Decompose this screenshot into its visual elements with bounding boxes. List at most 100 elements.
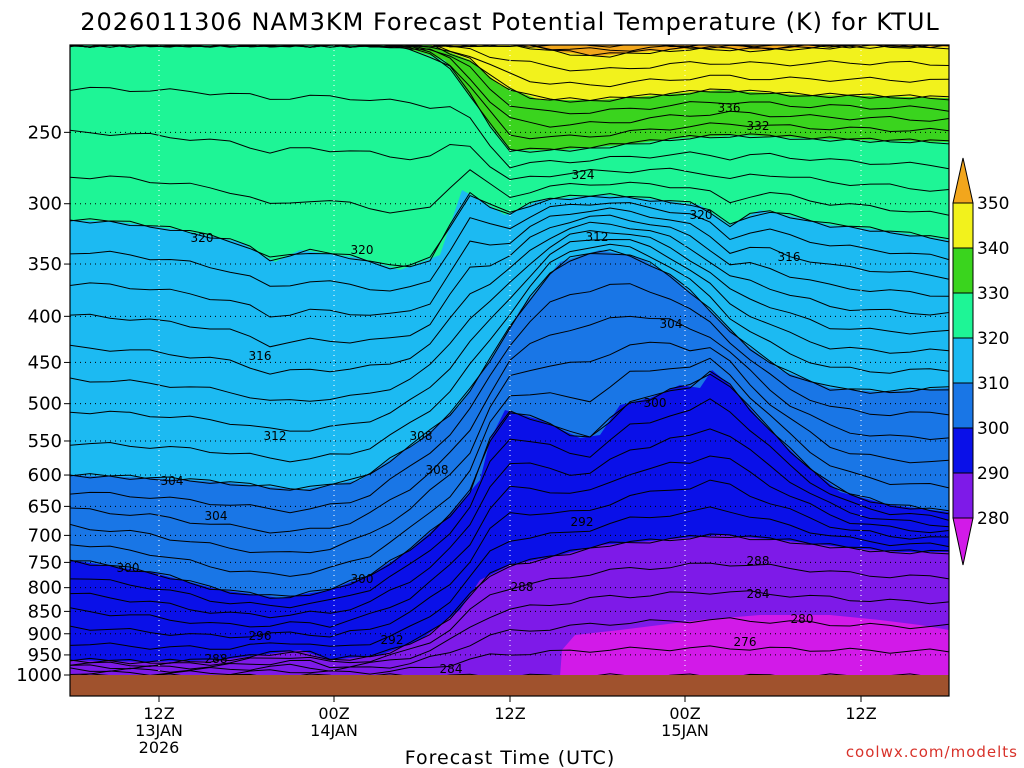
colorbar-bottom-arrow [952,517,974,566]
contour-line-17 [70,194,949,270]
colorbar-segment-6 [952,427,974,474]
contour-line-9 [86,45,949,128]
colorbar-label-320: 320 [977,329,1009,349]
contour-line-31 [70,373,949,599]
colorbar-label-350: 350 [977,194,1009,214]
contour-line-12 [70,45,949,153]
contour-line-19 [70,207,949,318]
contour-line-42 [70,617,949,673]
contour-line-22 [70,230,949,402]
y-tick-label-7: 600 [28,465,62,486]
colorbar-label-280: 280 [977,509,1009,529]
contour-label-15: 304 [205,509,228,523]
contour-line-18 [70,202,949,292]
contour-label-19: 300 [351,572,374,586]
contour-line-7 [70,45,949,102]
contour-line-37 [70,506,949,650]
colorbar-segment-7 [952,472,974,519]
colorbar-segment-2 [952,247,974,294]
contour-label-0: 336 [718,101,741,115]
x-tick-label-3-2: 15JAN [661,721,709,740]
y-axis: 2503003504004505005506006507007508008509… [16,122,70,686]
y-tick-label-15: 1000 [16,665,62,686]
y-tick-label-2: 350 [28,254,62,275]
contour-label-4: 320 [191,231,214,245]
y-tick-label-10: 750 [28,552,62,573]
x-axis-label: Forecast Time (UTC) [405,747,615,768]
contour-line-3 [70,45,949,58]
gridlines [70,45,949,675]
colorbar-label-340: 340 [977,239,1009,259]
colorbar: 350 340 330 320 310 300 290 280 [952,157,1009,566]
ground-surface [70,675,949,696]
contour-line-21 [70,221,949,375]
colorbar-segment-3 [952,292,974,339]
colorbar-label-290: 290 [977,464,1009,484]
colorbar-label-330: 330 [977,284,1009,304]
contour-label-9: 316 [249,349,272,363]
contour-line-13 [70,86,949,170]
y-tick-label-12: 850 [28,601,62,622]
y-tick-label-13: 900 [28,624,62,645]
y-tick-label-3: 400 [28,306,62,327]
band-below-280 [560,615,949,675]
contour-line-5 [70,45,949,88]
contour-label-27: 284 [440,662,463,676]
contour-line-15 [70,169,949,216]
y-tick-label-14: 950 [28,645,62,666]
contour-line-33 [70,398,949,609]
x-tick-label-1-1: 00Z [318,704,349,723]
contour-line-38 [70,534,949,665]
contour-line-41 [70,590,949,670]
contour-line-25 [70,249,949,491]
contour-label-18: 300 [117,561,140,575]
contour-label-14: 308 [426,463,449,477]
contour-line-36 [70,479,949,639]
contour-label-6: 312 [586,230,609,244]
contour-label-23: 276 [734,635,757,649]
contour-label-20: 288 [747,554,770,568]
contour-label-8: 304 [660,317,683,331]
x-tick-label-2-1: 12Z [494,704,525,723]
contour-label-16: 292 [571,515,594,529]
contour-line-16 [70,191,949,268]
y-tick-label-4: 450 [28,352,62,373]
contour-label-10: 300 [644,396,667,410]
contour-line-39 [70,533,949,664]
contour-line-35 [70,455,949,628]
contour-label-21: 284 [747,587,770,601]
contour-label-2: 324 [572,168,595,182]
contour-label-11: 312 [264,429,287,443]
contour-label-13: 304 [161,474,184,488]
contour-line-40 [70,562,949,667]
chart-title: 2026011306 NAM3KM Forecast Potential Tem… [80,8,940,36]
colorbar-segment-1 [952,202,974,249]
y-tick-label-1: 300 [28,194,62,215]
colorbar-segment-5 [952,382,974,429]
y-tick-label-0: 250 [28,122,62,143]
colorbar-label-310: 310 [977,374,1009,394]
x-tick-label-3-1: 00Z [669,704,700,723]
x-tick-label-0-1: 12Z [143,704,174,723]
contour-label-25: 292 [381,633,404,647]
y-tick-label-11: 800 [28,578,62,599]
contour-line-24 [70,243,949,463]
x-tick-label-0-3: 2026 [139,738,180,757]
contour-line-23 [70,238,949,432]
contour-label-1: 332 [747,119,770,133]
colorbar-label-300: 300 [977,419,1009,439]
contour-line-34 [70,428,949,619]
contour-label-3: 320 [690,208,713,222]
contour-label-7: 316 [778,250,801,264]
y-tick-label-9: 700 [28,525,62,546]
credit-link[interactable]: coolwx.com/modelts [846,743,1018,761]
y-tick-label-8: 650 [28,496,62,517]
plot-area [70,45,949,675]
contour-label-26: 288 [205,652,228,666]
colorbar-segment-4 [952,337,974,384]
contour-line-11 [70,45,949,153]
y-tick-label-6: 550 [28,431,62,452]
contour-label-24: 296 [249,629,272,643]
